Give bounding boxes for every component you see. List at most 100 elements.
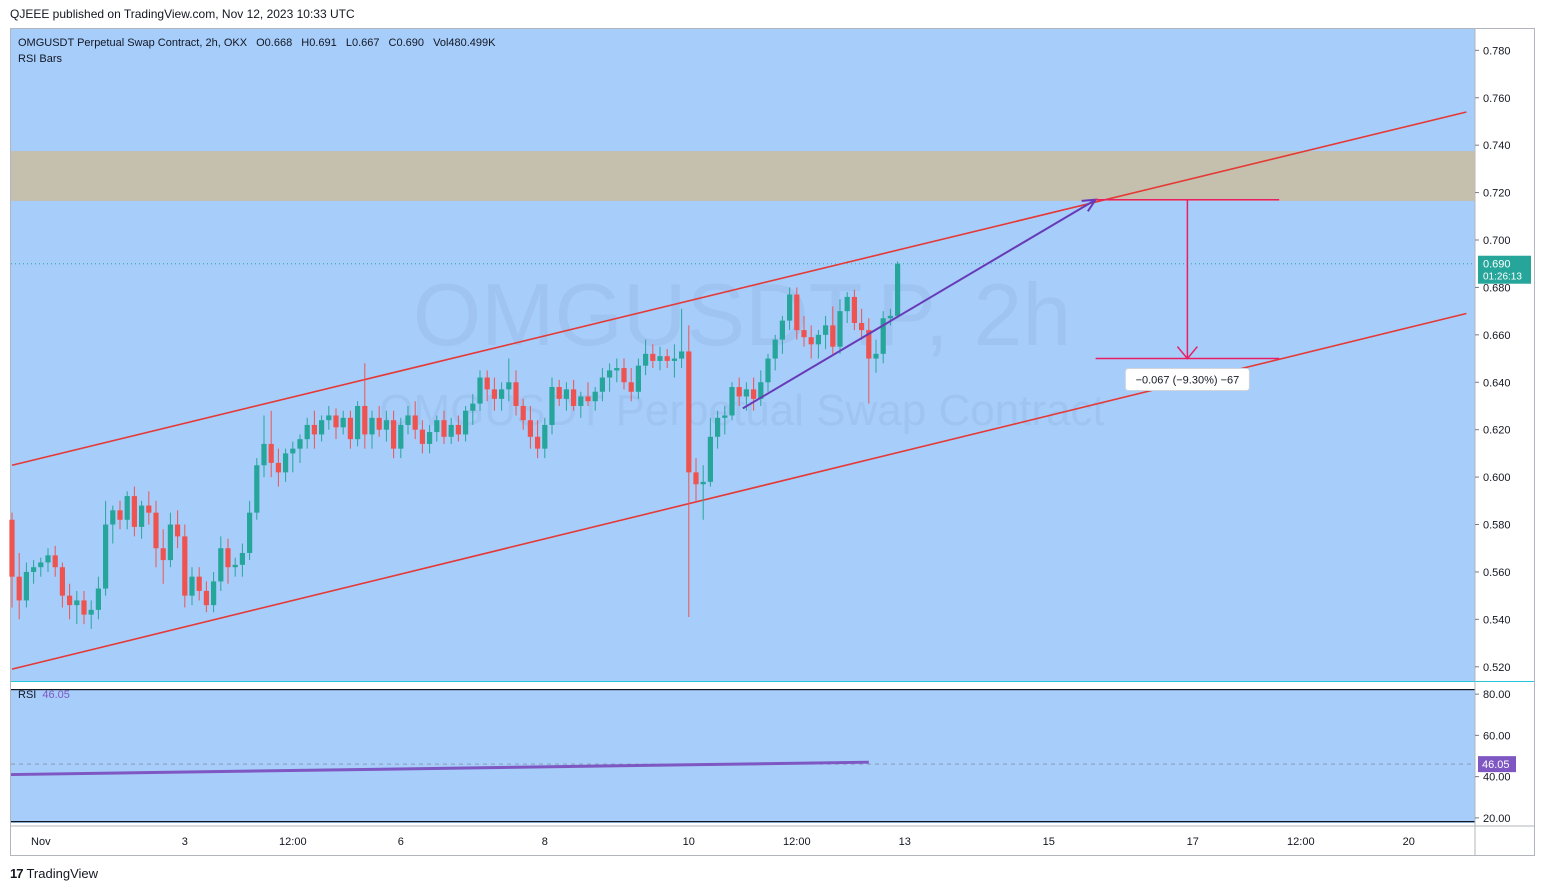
candle-body [837, 311, 843, 347]
tradingview-logo[interactable]: 17 TradingView [10, 866, 98, 881]
chart-frame [10, 28, 1535, 856]
rsi-value-badge [1478, 756, 1516, 773]
main-pane-background [11, 29, 1475, 681]
candle-body [347, 417, 353, 440]
price-tick-label: 0.600 [1483, 472, 1511, 484]
candle-body [203, 590, 209, 606]
candle-body [535, 436, 541, 449]
candle-body [175, 524, 181, 537]
candle-body [319, 420, 325, 435]
candle-body [311, 424, 317, 435]
candle-body [599, 377, 605, 392]
candle-body [146, 505, 152, 513]
legend-indicator[interactable]: RSI Bars [18, 53, 63, 65]
legend-volume: Vol480.499K [433, 37, 496, 49]
price-tick-label: 0.520 [1483, 662, 1511, 674]
tradingview-brand-text: TradingView [26, 866, 99, 881]
candle-body [614, 368, 620, 371]
watermark-symbol: OMGUSDT.P, 2h [413, 265, 1072, 364]
candle-body [340, 417, 346, 428]
candle-body [268, 443, 274, 463]
candle-body [419, 429, 425, 444]
candle-body [679, 351, 685, 359]
candle-body [736, 387, 742, 397]
rsi-legend[interactable]: RSI 46.05 [18, 689, 70, 701]
price-tick-label: 0.560 [1483, 567, 1511, 579]
candle-body [808, 337, 814, 345]
price-tick-label: 0.780 [1483, 45, 1511, 57]
candle-body [405, 415, 411, 425]
legend-low: L0.667 [345, 37, 380, 49]
candle-body [369, 417, 375, 435]
candle-body [9, 519, 15, 577]
candle-body [16, 576, 22, 601]
candle-body [549, 387, 555, 425]
candle-body [707, 436, 713, 482]
candle-body [542, 424, 548, 449]
candle-body [124, 496, 130, 520]
candle-body [873, 353, 879, 359]
price-tick-label: 0.680 [1483, 282, 1511, 294]
candle-body [117, 510, 123, 520]
rsi-lower-band-line [11, 821, 1475, 823]
rsi-tick-label: 60.00 [1483, 730, 1511, 742]
candle-body [412, 415, 418, 430]
candle-body [513, 382, 519, 406]
candle-body [499, 389, 505, 399]
candle-body [563, 389, 569, 399]
legend-symbol[interactable]: OMGUSDT Perpetual Swap Contract, 2h, OKX [18, 37, 248, 49]
candle-body [38, 562, 44, 568]
candle-body [491, 389, 497, 399]
candle-body [650, 353, 656, 361]
time-tick-label: 12:00 [783, 836, 811, 848]
candle-body [787, 294, 793, 321]
candle-body [463, 410, 469, 435]
current-price-value: 0.690 [1483, 259, 1511, 271]
candle-body [743, 389, 749, 397]
candle-body [45, 555, 51, 563]
price-tick-label: 0.540 [1483, 614, 1511, 626]
candle-body [751, 389, 757, 399]
rsi-tick-label: 80.00 [1483, 689, 1511, 701]
candle-body [139, 505, 145, 527]
candle-body [23, 571, 29, 601]
candle-body [772, 339, 778, 359]
measure-label-text: −0.067 (−9.30%) −67 [1136, 375, 1240, 387]
candle-body [74, 600, 80, 606]
candle-body [110, 510, 116, 525]
rsi-legend-value: 46.05 [42, 689, 70, 701]
candle-body [376, 417, 382, 430]
candle-body [247, 512, 253, 553]
price-tick-label: 0.740 [1483, 140, 1511, 152]
channel-upper-trendline[interactable] [11, 111, 1467, 467]
price-tick-label: 0.700 [1483, 235, 1511, 247]
candle-body [470, 403, 476, 411]
candle-body [556, 387, 562, 399]
candle-body [52, 555, 58, 568]
candle-body [95, 588, 101, 610]
legend-ohlc-row: OMGUSDT Perpetual Swap Contract, 2h, OKX… [18, 35, 501, 51]
candle-body [851, 296, 857, 323]
candle-body [455, 424, 461, 435]
candle-body [398, 424, 404, 449]
rising-arrow-line[interactable] [742, 198, 1097, 410]
time-tick-label: 12:00 [1287, 836, 1315, 848]
time-tick-label: 13 [899, 836, 911, 848]
candle-body [441, 420, 447, 437]
candle-body [477, 377, 483, 404]
candle-body [859, 322, 865, 331]
candle-body [758, 382, 764, 399]
rsi-value-badge-text: 46.05 [1482, 759, 1510, 771]
time-tick-label: 17 [1187, 836, 1199, 848]
supply-zone-rectangle[interactable] [11, 151, 1475, 201]
candle-body [326, 415, 332, 421]
legend-close: C0.690 [388, 37, 425, 49]
candle-body [254, 465, 260, 513]
rsi-upper-band-line [11, 689, 1475, 691]
candle-body [275, 462, 281, 473]
rsi-line[interactable] [10, 760, 869, 777]
candle-body [239, 552, 245, 565]
candle-body [383, 420, 389, 430]
candle-body [657, 356, 663, 361]
